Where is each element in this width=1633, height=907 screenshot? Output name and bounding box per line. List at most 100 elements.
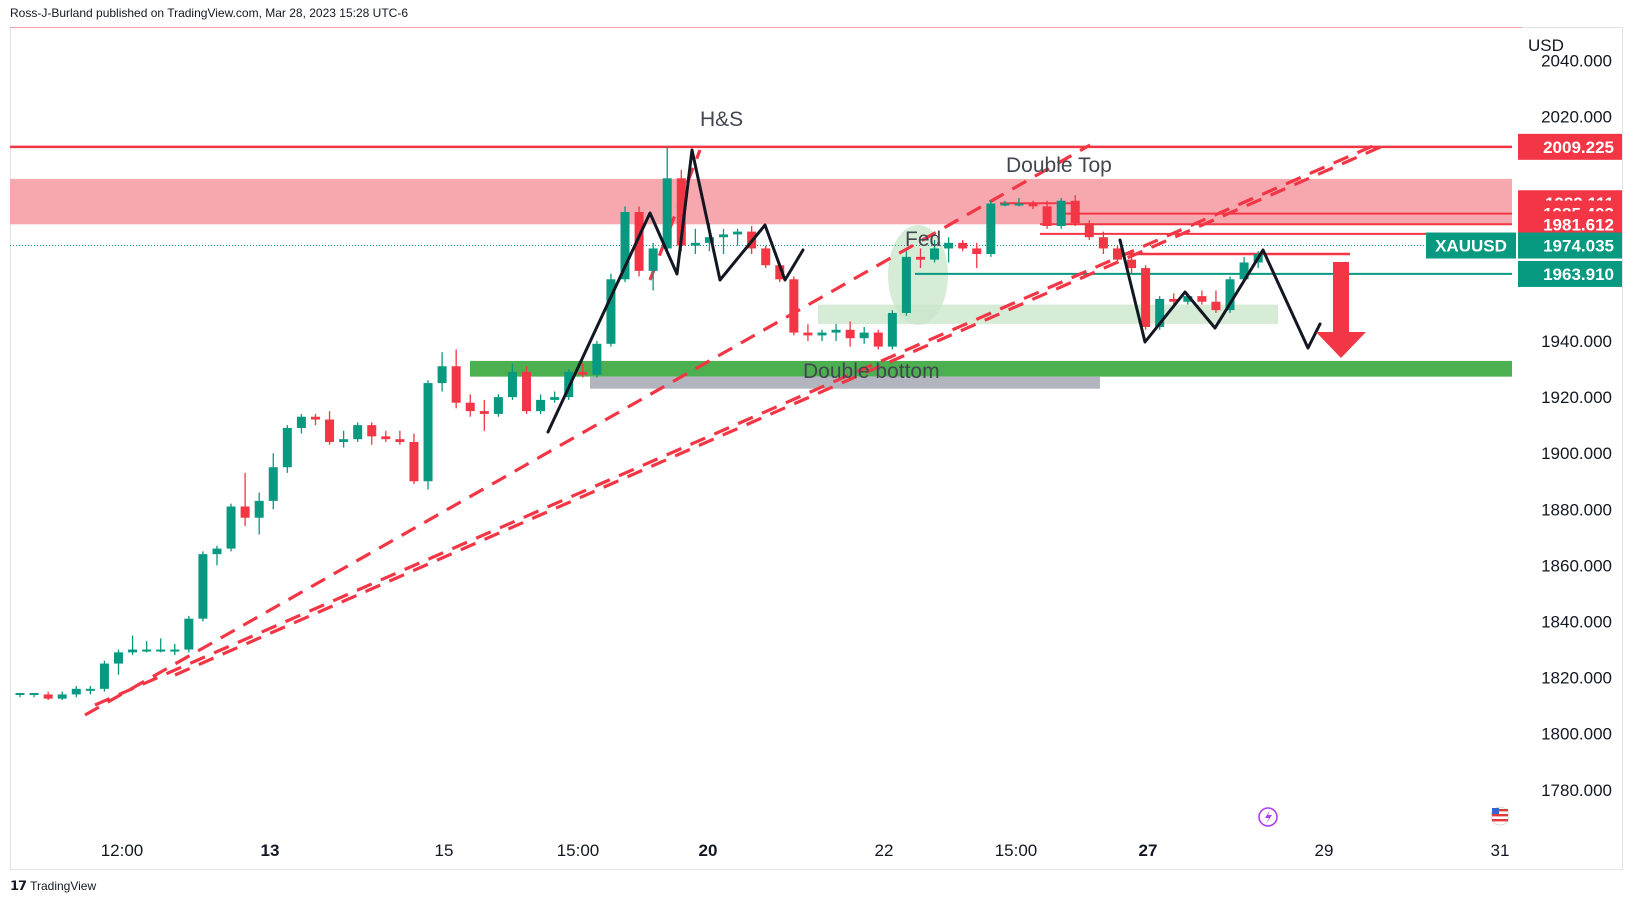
price-tick: 1900.000 (1541, 444, 1612, 463)
horizontal-lines-layer (10, 145, 1512, 275)
time-tick: 15 (435, 841, 454, 860)
candle-body (437, 366, 447, 384)
trendline-low (174, 143, 1386, 677)
footer: 𝟭𝟳 TradingView (10, 878, 96, 894)
symbol-tag-text: XAUUSD (1435, 237, 1507, 256)
current-price-tag-bg (1518, 232, 1622, 259)
candle-body (634, 211, 644, 271)
candle-body (1239, 262, 1249, 280)
hs-pattern-path (546, 148, 805, 434)
candle-body (310, 416, 320, 420)
price-tick: 2020.000 (1541, 108, 1612, 127)
candle-body (113, 652, 123, 664)
candle-body (268, 467, 278, 501)
candle-body (648, 248, 658, 271)
candle-body (803, 332, 813, 336)
candle-body (367, 425, 377, 437)
candle-body (620, 211, 630, 280)
candle-body (1127, 259, 1137, 269)
candle-body (1211, 301, 1221, 311)
candle-body (1000, 203, 1010, 206)
candle-body (536, 399, 546, 412)
publish-header: Ross-J-Burland published on TradingView.… (10, 6, 408, 20)
candle-body (128, 649, 138, 653)
price-tag-2009.225-bg (1518, 133, 1622, 160)
candle-body (1225, 279, 1235, 311)
candle-body (704, 237, 714, 243)
projection-path (1118, 238, 1322, 350)
candle-body (184, 618, 194, 650)
price-tags-layer: 2009.2251989.1111985.4031981.6121963.910… (1426, 133, 1622, 287)
candle-body (1183, 296, 1193, 302)
candle-body (690, 242, 700, 246)
candle-body (901, 256, 911, 313)
zones-layer (10, 178, 1512, 389)
time-tick: 12:00 (101, 841, 144, 860)
price-tag-1981.612-text: 1981.612 (1543, 215, 1614, 234)
candle-body (282, 427, 292, 468)
candle-body (887, 312, 897, 347)
candle-body (381, 436, 391, 440)
double-top-label: Double Top (1006, 154, 1112, 177)
candle-body (226, 506, 236, 549)
us-flag-icon[interactable] (1490, 806, 1510, 826)
candle-body (15, 693, 25, 696)
time-tick: 27 (1139, 841, 1158, 860)
candle-body (57, 694, 67, 699)
candle-body (198, 554, 208, 619)
candle-body (662, 178, 672, 249)
candle-body (465, 402, 475, 412)
candle-body (972, 248, 982, 255)
down-arrow-head (1316, 332, 1366, 358)
time-tick: 31 (1491, 841, 1510, 860)
candle-body (733, 231, 743, 235)
chart-top-border (10, 27, 1522, 28)
time-axis[interactable]: 12:00 13 15 15:00 20 22 15:00 27 29 31 (101, 841, 1510, 860)
price-tag-1963.910-bg (1518, 260, 1622, 287)
candle-body (1098, 237, 1108, 249)
current-price-tag-text: 1974.035 (1543, 237, 1614, 256)
candle-body (142, 649, 152, 652)
price-tick: 1880.000 (1541, 500, 1612, 519)
candle-body (170, 649, 180, 652)
candle-body (423, 383, 433, 482)
candle-body (1084, 223, 1094, 238)
candle-body (29, 693, 39, 696)
time-tick: 15:00 (557, 841, 600, 860)
price-tick: 2040.000 (1541, 52, 1612, 71)
candle-body (212, 548, 222, 555)
double-bottom-label: Double bottom (803, 360, 940, 383)
pattern-path-layer (546, 148, 1366, 434)
candle-body (1056, 200, 1066, 226)
candle-body (592, 343, 602, 375)
candle-body (915, 256, 925, 260)
price-tick: 1820.000 (1541, 669, 1612, 688)
candle-body (1014, 203, 1024, 206)
candle-body (930, 248, 940, 260)
price-tag-2009.225-text: 2009.225 (1543, 138, 1614, 157)
trendline-steep (84, 143, 1091, 717)
candle-body (873, 332, 883, 347)
price-tick: 1860.000 (1541, 556, 1612, 575)
candle-body (859, 332, 869, 339)
candle-body (775, 265, 785, 280)
resistance-zone (10, 178, 1512, 225)
candle-body (493, 397, 503, 414)
candle-body (395, 439, 405, 442)
candle-body (99, 663, 109, 689)
fed-label: Fed (905, 228, 941, 251)
candle-body (1169, 298, 1179, 302)
time-tick: 20 (699, 841, 718, 860)
candle-body (719, 234, 728, 238)
candle-body (85, 688, 95, 691)
down-arrow-shaft (1333, 262, 1349, 332)
candle-body (43, 694, 53, 699)
candle-body (409, 441, 419, 482)
price-axis[interactable]: USD 2040.000 2020.000 1940.000 1920.000 1900… (1528, 36, 1612, 800)
candle-body (240, 506, 250, 518)
support-zone (470, 360, 1512, 377)
lightning-icon[interactable] (1258, 807, 1278, 827)
candle-body (339, 439, 349, 442)
price-tick: 1920.000 (1541, 388, 1612, 407)
